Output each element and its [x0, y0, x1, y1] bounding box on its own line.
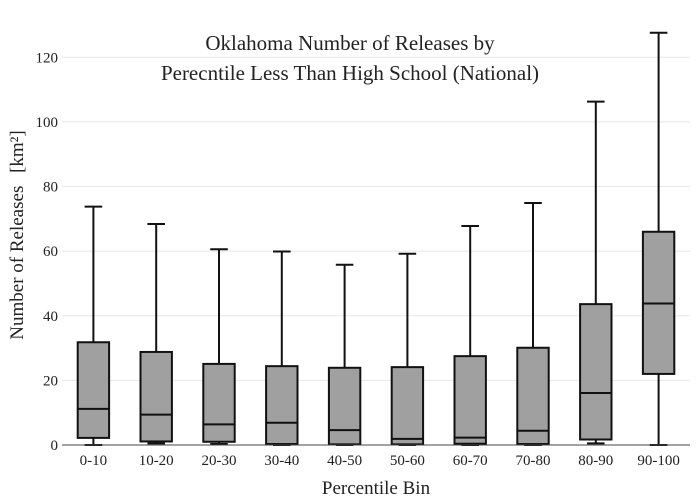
x-tick-label: 50-60: [390, 453, 425, 469]
y-tick-label: 20: [43, 373, 58, 389]
box-30-40: [265, 250, 299, 446]
iqr-box: [516, 346, 550, 446]
y-tick-label: 60: [43, 244, 58, 260]
y-ticks: 0 20 40 60 80 100 120: [36, 50, 59, 454]
boxes: [76, 31, 676, 446]
x-tick-label: 60-70: [453, 453, 488, 469]
x-tick-label: 40-50: [327, 453, 362, 469]
iqr-box: [579, 303, 613, 441]
y-tick-label: 80: [43, 180, 58, 196]
x-tick-label: 20-30: [202, 453, 237, 469]
y-tick-label: 40: [43, 309, 58, 325]
iqr-box: [453, 355, 487, 445]
box-10-20: [139, 223, 173, 445]
chart-title-line-1: Oklahoma Number of Releases by: [205, 31, 495, 55]
y-tick-label: 100: [36, 115, 59, 131]
x-tick-label: 10-20: [139, 453, 174, 469]
box-40-50: [327, 263, 362, 446]
box-90-100: [641, 31, 676, 446]
box-70-80: [516, 202, 550, 446]
y-axis-title: Number of Releases [km²]: [7, 130, 28, 339]
x-tick-label: 30-40: [264, 453, 299, 469]
iqr-box: [202, 362, 236, 443]
box-60-70: [453, 224, 487, 446]
x-tick-label: 80-90: [578, 453, 613, 469]
x-tick-label: 90-100: [637, 453, 680, 469]
y-axis-title-text: Number of Releases: [7, 186, 28, 340]
x-tick-label: 70-80: [516, 453, 551, 469]
y-axis-title-unit: [km²]: [7, 130, 28, 173]
chart-title-line-2: Perecntile Less Than High School (Nation…: [161, 61, 539, 85]
iqr-box: [390, 366, 425, 446]
iqr-box: [76, 341, 111, 439]
iqr-box: [265, 365, 299, 446]
box-20-30: [202, 248, 236, 446]
y-tick-label: 120: [36, 50, 59, 66]
box-80-90: [579, 100, 613, 445]
box-50-60: [390, 252, 425, 446]
iqr-box: [139, 350, 173, 443]
x-axis-title: Percentile Bin: [322, 478, 431, 499]
x-ticks: 0-10 10-20 20-30 30-40 40-50 50-60 60-70 70-80 8…: [80, 453, 680, 469]
box-0-10: [76, 205, 111, 446]
iqr-box: [327, 366, 362, 446]
y-tick-label: 0: [51, 438, 59, 454]
x-tick-label: 0-10: [80, 453, 108, 469]
